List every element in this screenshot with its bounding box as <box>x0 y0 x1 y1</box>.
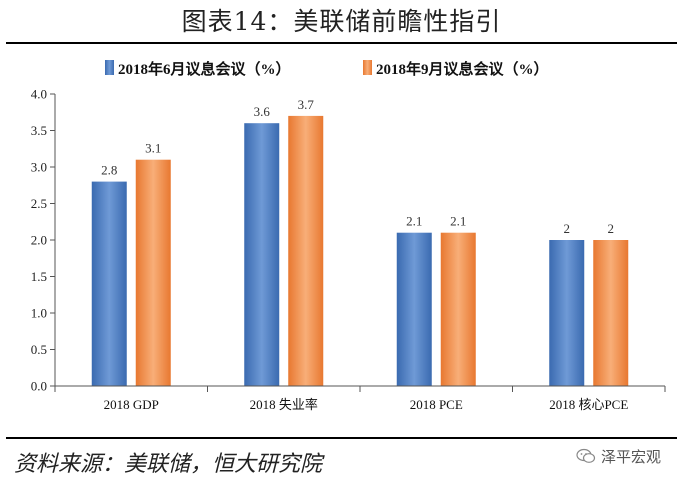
x-category-label: 2018 失业率 <box>250 397 318 412</box>
bar-chart: 2018年6月议息会议（%） 2018年9月议息会议（%） 0.0 0.5 1.0 1.… <box>31 60 666 412</box>
legend-label-1: 2018年6月议息会议（%） <box>118 60 291 78</box>
data-label-series1-2: 3.6 <box>254 104 271 119</box>
legend: 2018年6月议息会议（%） 2018年9月议息会议（%） <box>105 60 549 78</box>
wechat-icon <box>576 448 596 463</box>
y-tick-label: 0.5 <box>31 342 47 357</box>
source-note: 资料来源：美联储，恒大研究院 <box>14 452 323 477</box>
bar-series1-3 <box>396 232 432 386</box>
y-tick-label: 1.5 <box>31 269 47 284</box>
watermark-text: 泽平宏观 <box>600 448 661 466</box>
legend-swatch-1 <box>105 60 114 75</box>
bar-series1-1 <box>91 181 127 386</box>
y-tick-label: 3.0 <box>31 160 47 175</box>
bar-series2-1 <box>135 159 171 386</box>
legend-label-2: 2018年9月议息会议（%） <box>376 60 549 78</box>
x-category-label: 2018 PCE <box>410 397 463 412</box>
y-tick-label: 4.0 <box>31 87 47 102</box>
legend-swatch-2 <box>363 60 372 75</box>
data-label-series1-1: 2.8 <box>101 163 117 178</box>
data-label-series2-4: 2 <box>608 221 615 236</box>
data-label-series2-3: 2.1 <box>450 214 466 229</box>
bars: 2.8 3.1 3.6 3.7 2.1 2.1 2 2 <box>91 97 629 387</box>
y-axis: 0.0 0.5 1.0 1.5 2.0 2.5 3.0 3.5 4.0 <box>31 87 56 394</box>
x-category-label: 2018 GDP <box>104 397 159 412</box>
bar-series1-2 <box>244 123 280 386</box>
figure-title: 图表14：美联储前瞻性指引 <box>181 7 502 36</box>
data-label-series2-1: 3.1 <box>145 141 161 156</box>
data-label-series1-4: 2 <box>564 221 571 236</box>
data-label-series2-2: 3.7 <box>298 97 315 112</box>
x-category-label: 2018 核心PCE <box>549 397 628 412</box>
bar-series2-2 <box>288 115 324 387</box>
watermark: 泽平宏观 <box>576 446 661 467</box>
source-rule <box>6 437 677 439</box>
y-tick-label: 2.0 <box>31 233 47 248</box>
y-tick-label: 0.0 <box>31 379 47 394</box>
title-rule <box>6 42 677 44</box>
bar-series2-3 <box>440 232 476 386</box>
bar-series1-4 <box>549 240 585 386</box>
bar-series2-4 <box>593 240 629 386</box>
data-label-series1-3: 2.1 <box>406 214 422 229</box>
x-axis: 2018 GDP 2018 失业率 2018 PCE 2018 核心PCE <box>54 385 666 412</box>
y-tick-label: 2.5 <box>31 196 47 211</box>
y-tick-label: 1.0 <box>31 306 47 321</box>
y-tick-label: 3.5 <box>31 123 47 138</box>
